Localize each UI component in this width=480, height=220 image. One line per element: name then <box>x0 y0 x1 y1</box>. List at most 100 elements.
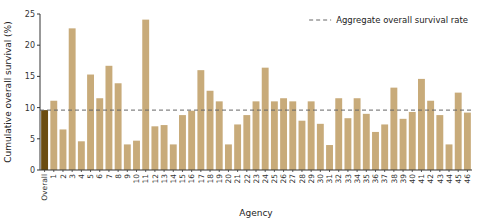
x-tick <box>99 170 100 172</box>
x-tick <box>403 170 404 172</box>
bar <box>197 70 204 170</box>
x-tick <box>145 170 146 172</box>
bar <box>317 124 324 170</box>
bar <box>161 125 168 170</box>
bar <box>289 101 296 170</box>
x-tick <box>72 170 73 172</box>
bar <box>446 144 453 170</box>
x-tick <box>154 170 155 172</box>
x-tick-label: 32 <box>334 174 343 184</box>
x-tick-label: 38 <box>390 174 399 184</box>
x-tick <box>108 170 109 172</box>
plot-area <box>40 20 472 170</box>
bar <box>381 124 388 170</box>
x-tick <box>375 170 376 172</box>
x-axis-label: Agency <box>239 208 273 218</box>
y-tick-label: 25 <box>25 10 35 19</box>
x-tick-label: 13 <box>160 174 169 184</box>
x-tick-label: 36 <box>371 174 380 184</box>
x-tick <box>357 170 358 172</box>
x-tick <box>366 170 367 172</box>
x-tick <box>430 170 431 172</box>
x-tick <box>173 170 174 172</box>
x-tick <box>191 170 192 172</box>
x-tick <box>164 170 165 172</box>
x-tick-label: 16 <box>187 174 196 184</box>
x-tick <box>53 170 54 172</box>
y-tick <box>37 76 40 77</box>
x-tick-label: 17 <box>197 174 206 184</box>
x-tick-label: 10 <box>132 174 141 184</box>
x-tick <box>449 170 450 172</box>
bar <box>372 132 379 170</box>
y-tick <box>37 138 40 139</box>
x-tick-label: 3 <box>68 174 77 179</box>
x-tick <box>384 170 385 172</box>
x-tick-label: 2 <box>59 174 68 179</box>
x-tick-label: 11 <box>141 174 150 184</box>
x-tick <box>182 170 183 172</box>
x-tick-label: 26 <box>279 174 288 184</box>
x-tick-label: 42 <box>426 174 435 184</box>
x-tick-label: 30 <box>316 174 325 184</box>
x-tick <box>228 170 229 172</box>
bar <box>115 83 122 170</box>
x-tick-label: 18 <box>206 174 215 184</box>
y-tick-label: 20 <box>25 41 35 50</box>
bar <box>354 98 361 170</box>
x-tick-label: 44 <box>445 174 454 184</box>
bar <box>41 110 48 170</box>
x-tick <box>265 170 266 172</box>
y-tick-label: 10 <box>25 104 35 113</box>
bar <box>455 93 462 170</box>
bar <box>308 101 315 170</box>
x-tick <box>421 170 422 172</box>
bar <box>299 121 306 170</box>
y-axis <box>40 14 41 170</box>
x-tick-label: 1 <box>49 174 58 179</box>
bar <box>188 111 195 170</box>
x-tick-label: 34 <box>353 174 362 184</box>
x-tick <box>311 170 312 172</box>
x-tick-label: 23 <box>252 174 261 184</box>
y-tick <box>37 14 40 15</box>
x-tick <box>62 170 63 172</box>
x-tick <box>292 170 293 172</box>
x-tick-label: 43 <box>436 174 445 184</box>
x-tick-label: 25 <box>270 174 279 184</box>
y-tick-label: 15 <box>25 72 35 81</box>
x-tick-label: 7 <box>105 174 114 179</box>
x-tick <box>127 170 128 172</box>
x-tick <box>329 170 330 172</box>
bar <box>280 98 287 170</box>
x-tick-label: 35 <box>362 174 371 184</box>
x-tick <box>274 170 275 172</box>
x-tick-label: 40 <box>408 174 417 184</box>
x-tick <box>283 170 284 172</box>
bar <box>87 75 94 170</box>
bar <box>170 144 177 170</box>
x-tick-label: 19 <box>215 174 224 184</box>
x-tick <box>210 170 211 172</box>
bar <box>243 115 250 170</box>
legend-label: Aggregate overall survival rate <box>336 15 468 25</box>
bar <box>234 124 241 170</box>
x-tick <box>136 170 137 172</box>
bar <box>326 145 333 170</box>
x-tick-label: 21 <box>233 174 242 184</box>
x-tick <box>237 170 238 172</box>
bar <box>436 115 443 170</box>
bar <box>464 113 471 170</box>
x-tick-label: 12 <box>151 174 160 184</box>
x-tick <box>44 170 45 172</box>
x-tick <box>200 170 201 172</box>
x-tick-label: 41 <box>417 174 426 184</box>
bar <box>105 66 112 170</box>
bar <box>344 118 351 170</box>
y-tick <box>37 45 40 46</box>
x-tick-label: 29 <box>307 174 316 184</box>
bar <box>400 119 407 170</box>
x-tick <box>320 170 321 172</box>
y-axis-label: Cumulative overall survival (%) <box>3 21 13 162</box>
x-tick <box>81 170 82 172</box>
